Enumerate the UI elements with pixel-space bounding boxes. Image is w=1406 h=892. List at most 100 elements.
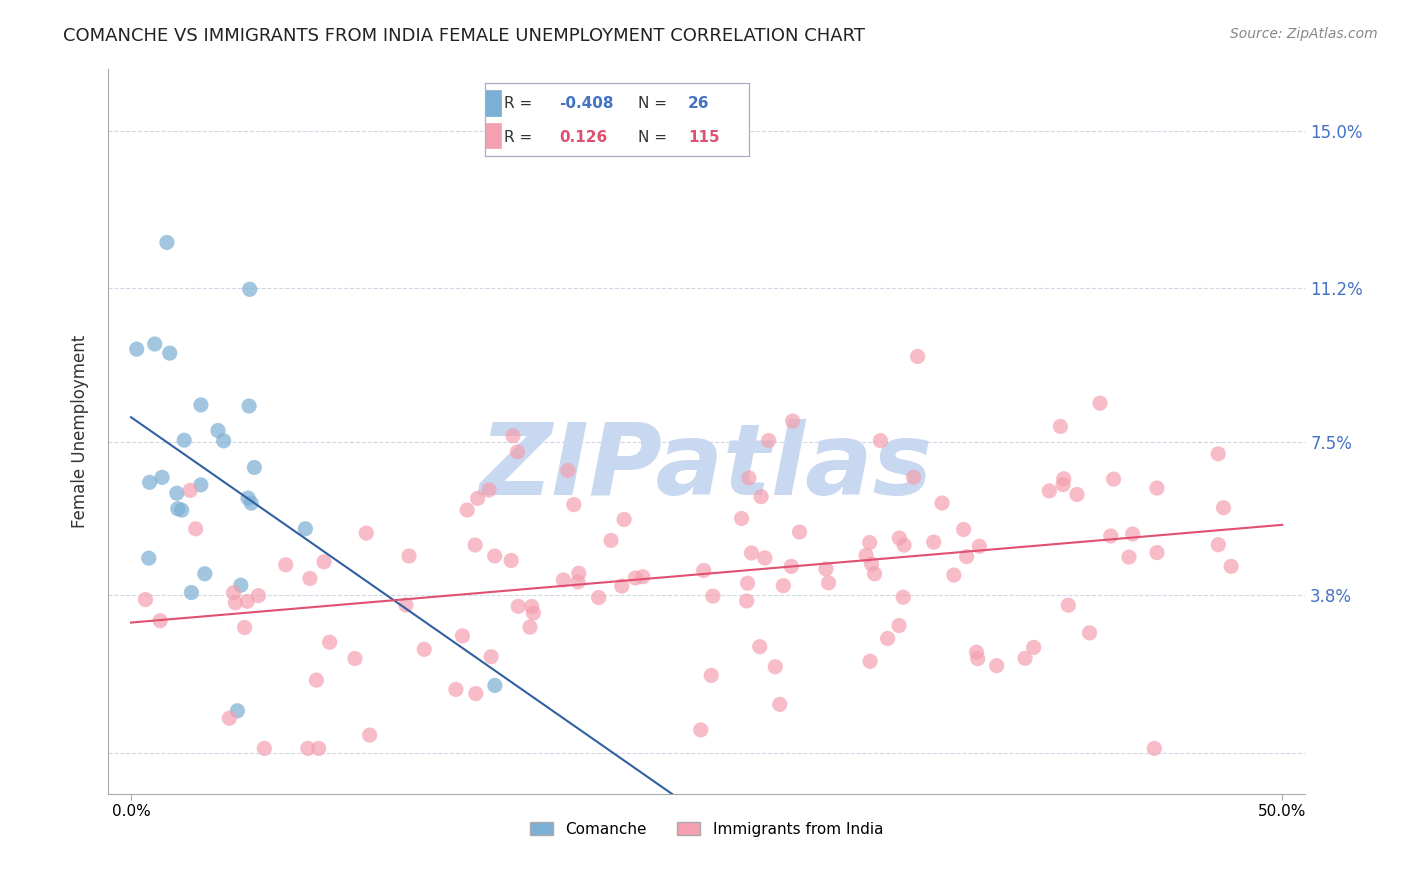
- Point: [730, 511, 752, 525]
- Point: [588, 591, 610, 605]
- Point: [207, 424, 229, 438]
- Point: [190, 478, 212, 492]
- Point: [305, 673, 328, 687]
- Point: [1049, 419, 1071, 434]
- Point: [1057, 598, 1080, 612]
- Point: [502, 429, 524, 443]
- Point: [769, 698, 792, 712]
- Point: [986, 658, 1008, 673]
- Point: [782, 414, 804, 428]
- Point: [125, 342, 148, 356]
- Point: [1066, 487, 1088, 501]
- Point: [1014, 651, 1036, 665]
- Point: [395, 598, 418, 612]
- Point: [1118, 550, 1140, 565]
- Point: [748, 640, 770, 654]
- Point: [891, 590, 914, 604]
- Point: [859, 654, 882, 668]
- Point: [754, 550, 776, 565]
- Point: [763, 660, 786, 674]
- Point: [484, 549, 506, 563]
- Point: [444, 682, 467, 697]
- Point: [467, 491, 489, 506]
- Point: [738, 471, 761, 485]
- Point: [312, 555, 335, 569]
- Point: [149, 614, 172, 628]
- Point: [1206, 447, 1229, 461]
- Point: [1052, 477, 1074, 491]
- Point: [1146, 546, 1168, 560]
- Point: [451, 629, 474, 643]
- Point: [613, 512, 636, 526]
- Point: [143, 337, 166, 351]
- Point: [562, 498, 585, 512]
- Point: [170, 503, 193, 517]
- Point: [253, 741, 276, 756]
- Point: [869, 434, 891, 448]
- Point: [294, 522, 316, 536]
- Point: [568, 566, 591, 581]
- Point: [308, 741, 330, 756]
- Point: [239, 282, 262, 296]
- Point: [456, 503, 478, 517]
- Point: [229, 578, 252, 592]
- Point: [942, 568, 965, 582]
- Point: [506, 445, 529, 459]
- Point: [413, 642, 436, 657]
- Point: [240, 496, 263, 510]
- Point: [478, 483, 501, 497]
- Point: [855, 548, 877, 562]
- Point: [624, 571, 647, 585]
- Text: ZIPatlas: ZIPatlas: [479, 419, 934, 516]
- Point: [1053, 472, 1076, 486]
- Point: [966, 651, 988, 665]
- Point: [519, 620, 541, 634]
- Point: [166, 486, 188, 500]
- Point: [817, 575, 839, 590]
- Point: [464, 538, 486, 552]
- Point: [952, 523, 974, 537]
- Point: [218, 711, 240, 725]
- Point: [484, 678, 506, 692]
- Point: [479, 649, 502, 664]
- Point: [1088, 396, 1111, 410]
- Point: [922, 535, 945, 549]
- Point: [956, 549, 979, 564]
- Point: [184, 522, 207, 536]
- Point: [243, 460, 266, 475]
- Point: [740, 546, 762, 560]
- Point: [398, 549, 420, 563]
- Point: [297, 741, 319, 756]
- Point: [298, 571, 321, 585]
- Y-axis label: Female Unemployment: Female Unemployment: [72, 334, 89, 528]
- Point: [969, 539, 991, 553]
- Point: [631, 570, 654, 584]
- Point: [567, 574, 589, 589]
- Point: [903, 470, 925, 484]
- Point: [138, 551, 160, 566]
- Point: [1078, 625, 1101, 640]
- Point: [557, 464, 579, 478]
- Point: [1206, 538, 1229, 552]
- Point: [735, 594, 758, 608]
- Point: [508, 599, 530, 614]
- Point: [907, 350, 929, 364]
- Point: [233, 620, 256, 634]
- Point: [226, 704, 249, 718]
- Point: [180, 585, 202, 599]
- Point: [179, 483, 201, 498]
- Point: [758, 434, 780, 448]
- Point: [138, 475, 160, 490]
- Point: [194, 566, 217, 581]
- Point: [966, 645, 988, 659]
- Point: [749, 490, 772, 504]
- Point: [887, 618, 910, 632]
- Point: [501, 553, 523, 567]
- Point: [222, 585, 245, 599]
- Point: [166, 501, 188, 516]
- Point: [889, 531, 911, 545]
- Point: [134, 592, 156, 607]
- Point: [737, 576, 759, 591]
- Point: [354, 526, 377, 541]
- Point: [1143, 741, 1166, 756]
